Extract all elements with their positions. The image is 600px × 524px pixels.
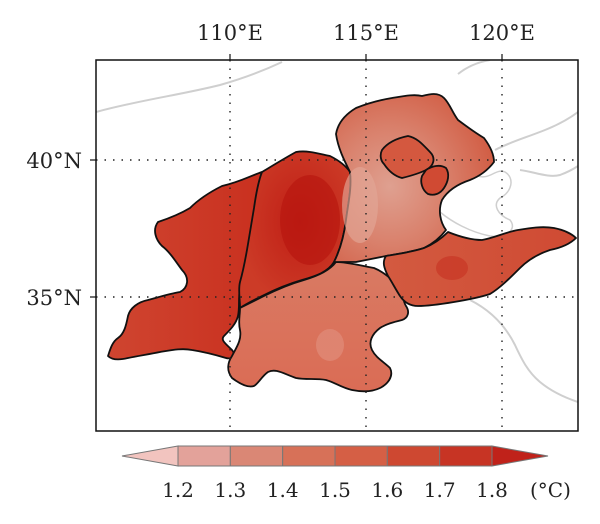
colorbar-tick-label: 1.4 bbox=[267, 478, 299, 502]
colorbar-tick-label: 1.2 bbox=[162, 478, 194, 502]
lon-tick-110: 110°E bbox=[197, 21, 263, 45]
colorbar-tick-label: 1.8 bbox=[476, 478, 508, 502]
colorbar-extend-high bbox=[491, 445, 549, 467]
colorbar-tick-label: 1.5 bbox=[319, 478, 351, 502]
province-port bbox=[420, 164, 450, 196]
background-boundaries bbox=[96, 60, 578, 403]
colorbar bbox=[121, 445, 549, 467]
colorbar-bin bbox=[386, 445, 441, 467]
map-frame bbox=[95, 59, 579, 432]
colorbar-labels: 1.2 1.3 1.4 1.5 1.6 1.7 1.8 bbox=[162, 478, 508, 502]
colorbar-bin bbox=[334, 445, 388, 467]
lat-tick-35: 35°N bbox=[26, 286, 82, 310]
colorbar-bin bbox=[229, 445, 284, 467]
colorbar-bin bbox=[282, 445, 336, 467]
lat-tick-40: 40°N bbox=[26, 149, 82, 173]
lon-tick-115: 115°E bbox=[333, 21, 399, 45]
colorbar-tick-label: 1.7 bbox=[424, 478, 456, 502]
colorbar-tick-label: 1.3 bbox=[214, 478, 246, 502]
colorbar-bin bbox=[177, 445, 231, 467]
province-west bbox=[107, 171, 263, 361]
province-east bbox=[382, 226, 577, 307]
lon-tick-120: 120°E bbox=[469, 21, 535, 45]
colorbar-bin bbox=[439, 445, 493, 467]
colorbar-tick-label: 1.6 bbox=[371, 478, 403, 502]
frame-ticks bbox=[90, 54, 503, 298]
field-overlays bbox=[280, 167, 468, 361]
colorbar-extend-low bbox=[121, 445, 179, 467]
map-panel bbox=[96, 60, 578, 431]
colorbar-unit: (°C) bbox=[530, 478, 571, 502]
